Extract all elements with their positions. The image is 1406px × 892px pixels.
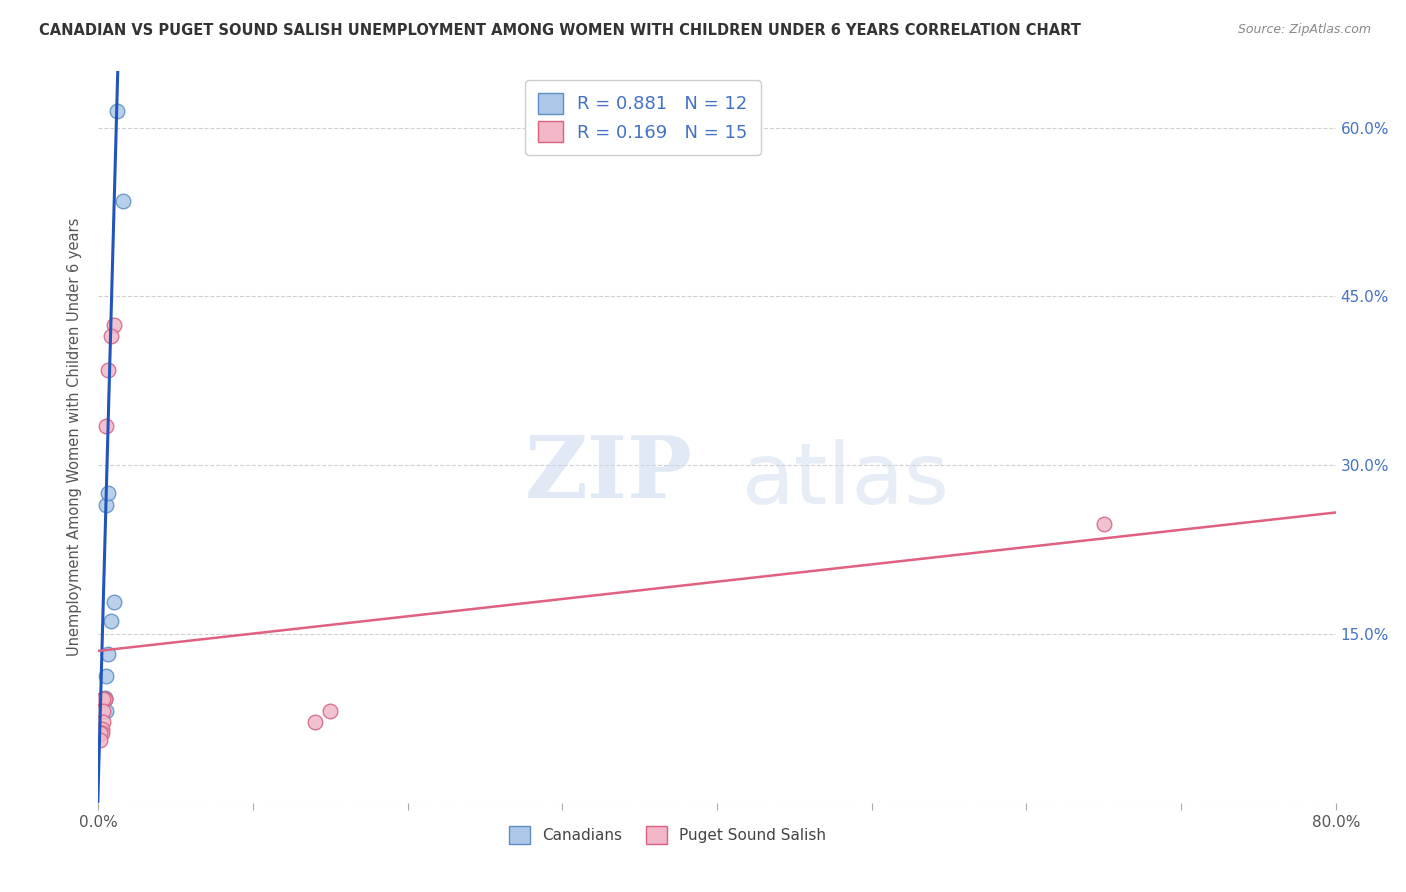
Point	[103, 318, 125, 332]
Point	[96, 668, 118, 682]
Text: ZIP: ZIP	[524, 432, 692, 516]
Point	[91, 704, 114, 718]
Point	[103, 595, 125, 609]
Point	[96, 498, 118, 512]
Point	[93, 692, 115, 706]
Point	[96, 418, 118, 433]
Point	[304, 714, 326, 729]
Point	[89, 726, 111, 740]
Point	[112, 194, 135, 208]
Point	[97, 486, 120, 500]
Point	[90, 722, 112, 736]
Y-axis label: Unemployment Among Women with Children Under 6 years: Unemployment Among Women with Children U…	[67, 218, 83, 657]
Legend: Canadians, Puget Sound Salish: Canadians, Puget Sound Salish	[503, 820, 832, 850]
Point	[319, 704, 342, 718]
Point	[100, 614, 122, 628]
Text: CANADIAN VS PUGET SOUND SALISH UNEMPLOYMENT AMONG WOMEN WITH CHILDREN UNDER 6 YE: CANADIAN VS PUGET SOUND SALISH UNEMPLOYM…	[39, 23, 1081, 38]
Point	[97, 362, 120, 376]
Point	[97, 647, 120, 661]
Text: Source: ZipAtlas.com: Source: ZipAtlas.com	[1237, 23, 1371, 37]
Point	[91, 692, 114, 706]
Text: atlas: atlas	[742, 440, 950, 523]
Point	[93, 691, 115, 706]
Point	[91, 714, 114, 729]
Point	[90, 726, 112, 740]
Point	[100, 328, 122, 343]
Point	[1092, 516, 1115, 531]
Point	[105, 103, 128, 118]
Point	[93, 692, 115, 706]
Point	[89, 732, 111, 747]
Point	[96, 704, 118, 718]
Point	[91, 692, 114, 706]
